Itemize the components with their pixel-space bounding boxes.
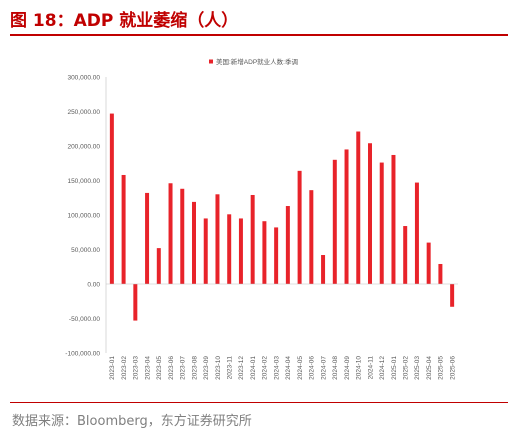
x-tick-label: 2024-01 xyxy=(250,356,257,380)
chart-legend: 美国:新增ADP就业人数:季调 xyxy=(209,57,298,66)
bar xyxy=(145,192,150,284)
x-tick-label: 2024-11 xyxy=(367,356,374,380)
bar xyxy=(426,242,431,284)
y-tick-label: 300,000.00 xyxy=(67,74,100,81)
x-tick-label: 2024-07 xyxy=(320,356,327,380)
x-axis-ticks: 2023-01 2023-02 2023-03 2023-04 2023-05 2023-… xyxy=(109,356,456,380)
y-tick-label: 250,000.00 xyxy=(67,109,100,116)
x-tick-label: 2023-06 xyxy=(168,356,175,380)
x-tick-label: 2025-02 xyxy=(403,356,410,380)
bar xyxy=(168,183,173,284)
bar xyxy=(414,182,419,284)
bar xyxy=(215,194,220,284)
x-tick-label: 2025-01 xyxy=(391,356,398,380)
y-tick-label: 150,000.00 xyxy=(67,178,100,185)
bar xyxy=(391,154,396,284)
bar xyxy=(109,113,114,284)
bar xyxy=(274,227,279,284)
bar-chart: 美国:新增ADP就业人数:季调 300,000.00 250,000.00 200,… xyxy=(65,57,458,380)
x-tick-label: 2025-05 xyxy=(438,356,445,380)
y-axis-ticks: 300,000.00 250,000.00 200,000.00 150,000.00… xyxy=(65,74,100,357)
bar xyxy=(133,284,138,321)
x-tick-label: 2025-06 xyxy=(449,356,456,380)
x-tick-label: 2023-03 xyxy=(133,356,140,380)
title-divider xyxy=(10,34,508,36)
bar xyxy=(262,221,267,284)
x-tick-label: 2023-02 xyxy=(121,356,128,380)
x-tick-label: 2023-08 xyxy=(191,356,198,380)
bar xyxy=(403,226,408,284)
x-tick-label: 2023-07 xyxy=(180,356,187,380)
bar xyxy=(227,214,232,284)
x-tick-label: 2024-12 xyxy=(379,356,386,380)
x-tick-label: 2023-10 xyxy=(215,356,222,380)
x-tick-label: 2024-05 xyxy=(297,356,304,380)
bar-series xyxy=(109,113,455,321)
bar xyxy=(332,159,337,284)
x-tick-label: 2025-04 xyxy=(426,356,433,380)
y-tick-label: 100,000.00 xyxy=(67,212,100,219)
x-tick-label: 2024-10 xyxy=(356,356,363,380)
x-tick-label: 2024-09 xyxy=(344,356,351,380)
bar xyxy=(250,194,255,284)
x-tick-label: 2024-02 xyxy=(262,356,269,380)
bar xyxy=(203,218,208,284)
x-tick-label: 2024-04 xyxy=(285,356,292,380)
x-tick-label: 2023-01 xyxy=(109,356,116,380)
bar xyxy=(121,174,126,284)
y-tick-label: 50,000.00 xyxy=(71,247,100,254)
bar xyxy=(192,201,196,284)
legend-label: 美国:新增ADP就业人数:季调 xyxy=(216,57,298,66)
bar xyxy=(285,206,290,284)
bar xyxy=(344,149,349,284)
x-tick-label: 2023-11 xyxy=(227,356,234,380)
bar xyxy=(238,218,243,284)
y-tick-label: 200,000.00 xyxy=(67,143,100,150)
bar xyxy=(356,131,361,284)
bar xyxy=(450,284,455,307)
x-tick-label: 2023-05 xyxy=(156,356,163,380)
bar xyxy=(438,263,443,284)
bar xyxy=(297,170,302,284)
y-tick-label: -50,000.00 xyxy=(69,316,100,323)
figure-title: 图 18：ADP 就业萎缩（人） xyxy=(10,11,239,31)
x-tick-label: 2025-03 xyxy=(414,356,421,380)
x-tick-label: 2023-04 xyxy=(144,356,151,380)
x-tick-label: 2023-12 xyxy=(238,356,245,380)
bar xyxy=(156,248,161,284)
bottom-divider xyxy=(10,402,508,403)
x-tick-label: 2024-03 xyxy=(273,356,280,380)
source-note: 数据来源：Bloomberg，东方证券研究所 xyxy=(12,414,252,429)
x-tick-label: 2023-09 xyxy=(203,356,210,380)
bar xyxy=(180,188,185,284)
y-tick-label: 0.00 xyxy=(87,281,100,288)
x-tick-label: 2024-06 xyxy=(309,356,316,380)
bar xyxy=(379,162,384,284)
x-tick-label: 2024-08 xyxy=(332,356,339,380)
bar xyxy=(321,255,326,284)
bar xyxy=(368,143,372,284)
bar xyxy=(309,190,314,284)
legend-swatch xyxy=(209,59,213,64)
y-tick-label: -100,000.00 xyxy=(65,350,100,357)
